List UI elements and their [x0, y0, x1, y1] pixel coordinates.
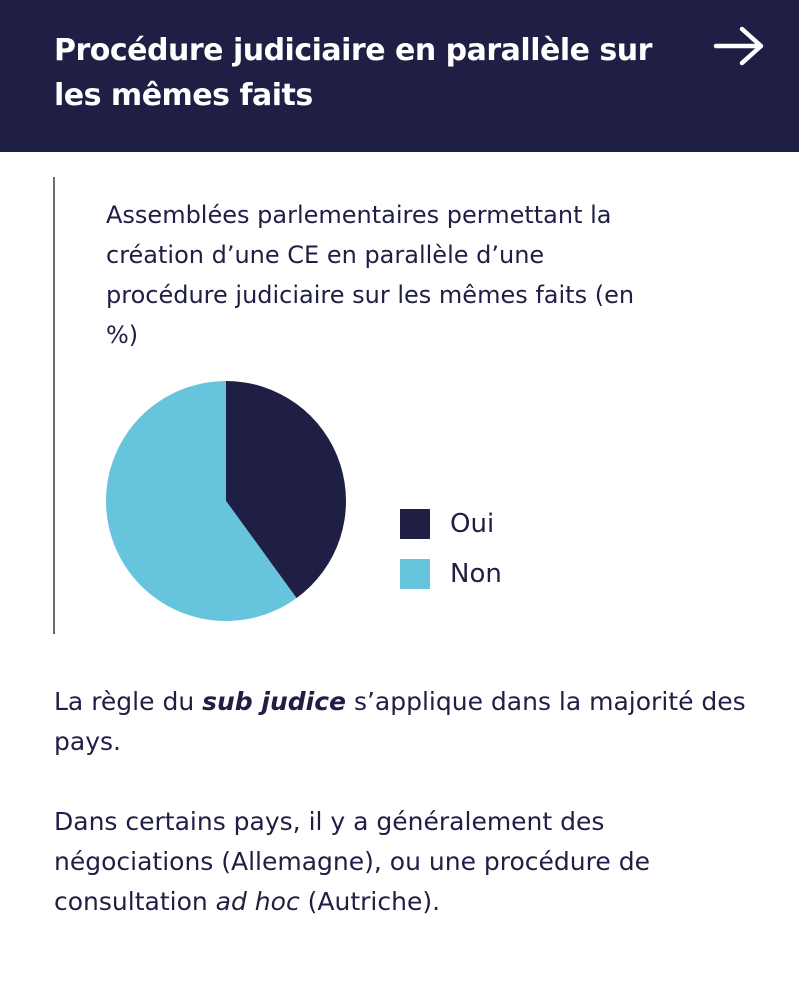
arrow-right-icon[interactable] [712, 24, 768, 68]
chart-title: Assemblées parlementaires permettant la … [106, 201, 635, 349]
header-banner: Procédure judiciaire en parallèle sur le… [0, 0, 799, 152]
emphasis-ad-hoc: ad hoc [215, 887, 300, 916]
legend-label-non: Non [450, 559, 502, 589]
paragraph-text: s’applique dans la majorité des pays. [54, 687, 746, 756]
paragraph-negociations: Dans certains pays, il y a généralement … [54, 802, 754, 922]
legend-label-oui: Oui [450, 509, 495, 539]
paragraph-text: La règle du [54, 687, 203, 716]
pie-slice-non [106, 381, 297, 621]
pie-slice-oui [226, 381, 347, 599]
emphasis-sub-judice: sub judice [202, 687, 346, 716]
chart-panel: Assemblées parlementaires permettant la … [53, 177, 755, 634]
legend-swatch-non [400, 559, 430, 589]
pie-chart [106, 381, 347, 621]
page-title: Procédure judiciaire en parallèle sur le… [54, 33, 652, 113]
paragraph-text: (Autriche). [299, 887, 441, 916]
paragraph-sub-judice: La règle du sub judice s’applique dans l… [54, 682, 754, 762]
paragraph-text: Dans certains pays, il y a généralement … [54, 807, 650, 916]
legend-swatch-oui [400, 509, 430, 539]
